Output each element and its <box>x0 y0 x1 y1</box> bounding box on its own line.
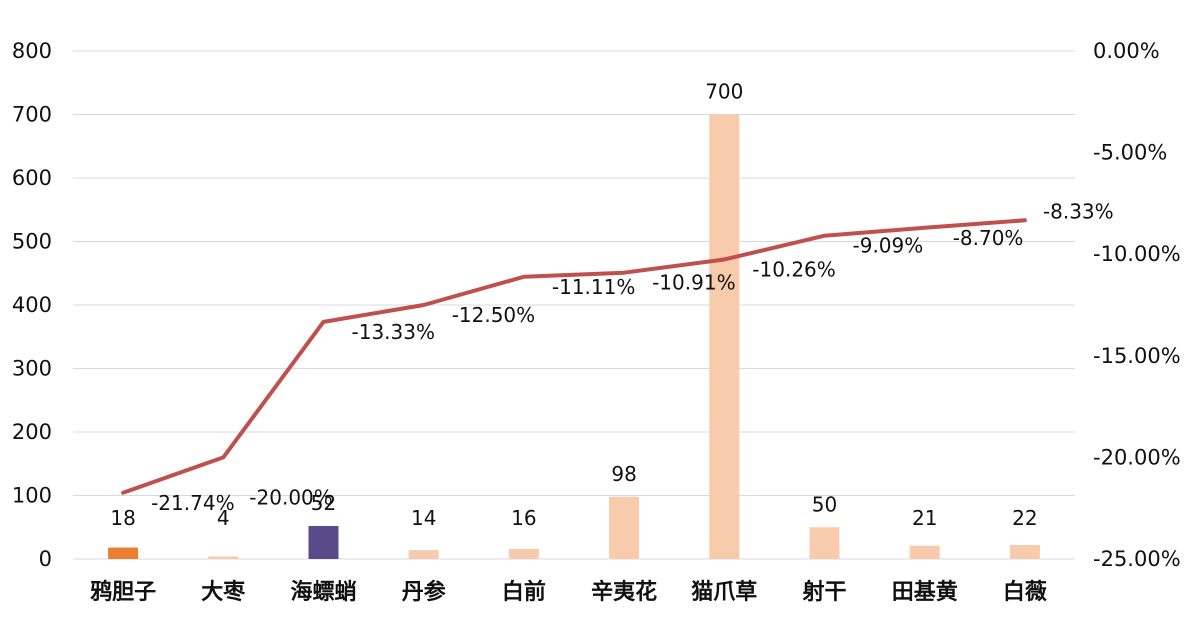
bar-data-label: 50 <box>812 492 837 516</box>
line-data-label: -8.70% <box>953 226 1024 250</box>
line-series-path <box>121 218 1027 495</box>
line-data-labels: -21.74% -20.00% -13.33% -12.50% -11.11% -10.9… <box>151 199 1114 514</box>
bar-data-label: 14 <box>411 506 436 530</box>
bar <box>308 525 339 559</box>
line-data-label: -11.11% <box>552 275 635 299</box>
left-tick-label: 400 <box>12 293 52 317</box>
x-tick-label: 白薇 <box>1003 579 1047 605</box>
bar <box>609 496 640 559</box>
bar-data-label: 22 <box>1012 506 1037 530</box>
bar <box>1009 545 1040 559</box>
line-data-label: -8.33% <box>1043 199 1114 223</box>
bar-data-label: 98 <box>611 462 636 486</box>
x-tick-label: 鸦胆子 <box>90 579 156 605</box>
right-tick-label: -20.00% <box>1093 445 1181 469</box>
line-data-label: -13.33% <box>352 320 435 344</box>
line-data-label: -20.00% <box>249 485 332 509</box>
x-tick-label: 丹参 <box>402 579 446 605</box>
x-tick-label: 白前 <box>502 579 546 605</box>
line-data-label: -9.09% <box>853 234 924 258</box>
bar <box>408 550 439 559</box>
bar <box>909 545 940 559</box>
left-tick-label: 600 <box>12 166 52 190</box>
left-tick-label: 200 <box>12 420 52 444</box>
line-series <box>121 218 1027 495</box>
bar <box>208 556 239 559</box>
bar-data-label: 16 <box>511 506 536 530</box>
bar-data-label: 21 <box>912 506 937 530</box>
bar <box>809 527 840 559</box>
x-tick-label: 海螵蛸 <box>290 579 356 605</box>
right-tick-label: 0.00% <box>1093 39 1160 63</box>
x-tick-label: 大枣 <box>201 580 246 605</box>
bar-data-label: 4 <box>217 506 230 530</box>
bar-data-labels: 18 4 52 14 16 98 700 50 21 22 <box>110 80 1037 531</box>
left-tick-label: 300 <box>12 357 52 381</box>
x-axis: 鸦胆子 大枣 海螵蛸 丹参 白前 辛夷花 猫爪草 射干 田基黄 白薇 <box>90 579 1047 605</box>
x-tick-label: 田基黄 <box>892 580 958 605</box>
line-data-label: -21.74% <box>151 491 234 515</box>
left-tick-label: 500 <box>12 230 52 254</box>
left-tick-label: 100 <box>12 484 52 508</box>
line-data-label: -12.50% <box>452 303 535 327</box>
bar <box>508 548 539 559</box>
bar-series <box>108 114 1040 559</box>
bar <box>709 114 740 559</box>
x-tick-label: 辛夷花 <box>591 579 657 605</box>
bar-data-label: 52 <box>311 491 336 515</box>
bar-data-label: 18 <box>110 506 135 530</box>
right-tick-label: -25.00% <box>1093 547 1181 571</box>
right-tick-label: -10.00% <box>1093 242 1181 266</box>
bar-data-label: 700 <box>705 80 743 104</box>
left-tick-label: 700 <box>12 103 52 127</box>
x-tick-label: 猫爪草 <box>691 579 757 605</box>
x-tick-label: 射干 <box>801 579 846 605</box>
left-tick-label: 0 <box>39 547 52 571</box>
line-data-label: -10.91% <box>652 271 735 295</box>
right-tick-label: -5.00% <box>1093 141 1167 165</box>
left-y-axis: 0 100 200 300 400 500 600 700 800 <box>12 39 52 571</box>
gridlines <box>73 50 1075 560</box>
right-tick-label: -15.00% <box>1093 344 1181 368</box>
line-data-label: -10.26% <box>752 257 835 281</box>
left-tick-label: 800 <box>12 39 52 63</box>
bar <box>108 547 139 559</box>
right-y-axis: -25.00% -20.00% -15.00% -10.00% -5.00% 0.00% <box>1093 39 1181 571</box>
